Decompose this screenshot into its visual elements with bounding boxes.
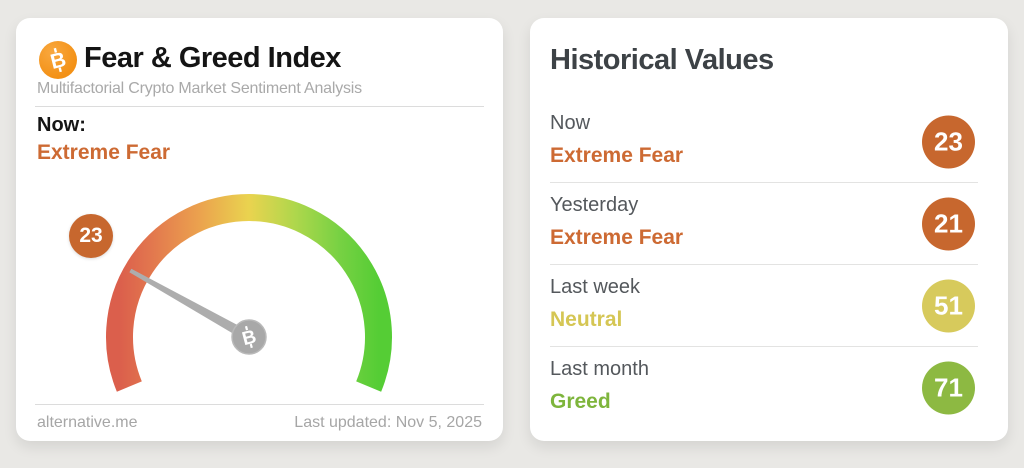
row-value-badge: 21 [922,197,975,250]
history-card: Historical Values Now Extreme Fear 23 Ye… [530,18,1008,441]
gauge-arc [106,194,392,392]
svg-text:B: B [48,48,68,74]
row-label: Yesterday [550,194,639,216]
history-row-last-week: Last week Neutral 51 [550,264,978,346]
gauge-needle-group [129,268,252,342]
gauge-needle [129,268,252,342]
history-row-now: Now Extreme Fear 23 [550,101,978,182]
gauge: B [106,194,392,392]
history-title: Historical Values [550,44,774,76]
gauge-value-badge: 23 [69,214,113,258]
source-link[interactable]: alternative.me [37,414,138,431]
footer-divider [35,404,484,405]
fear-greed-card: B Fear & Greed Index Multifactorial Cryp… [16,18,503,441]
row-label: Last week [550,276,641,298]
header-divider [35,106,484,107]
card-subtitle: Multifactorial Crypto Market Sentiment A… [37,80,362,97]
row-value-badge: 51 [922,279,975,332]
row-classification: Neutral [550,308,623,331]
last-updated: Last updated: Nov 5, 2025 [294,414,482,431]
row-value-badge: 71 [922,361,975,414]
svg-text:B: B [240,326,259,350]
history-row-yesterday: Yesterday Extreme Fear 21 [550,182,978,264]
row-label: Last month [550,358,649,380]
gauge-hub [231,319,267,355]
row-classification: Extreme Fear [550,226,684,249]
row-classification: Greed [550,390,611,413]
card-title: Fear & Greed Index [84,42,341,74]
card-footer: alternative.me Last updated: Nov 5, 2025 [37,414,482,432]
row-value-badge: 23 [922,115,975,168]
bitcoin-logo-icon: B [39,41,77,79]
now-classification: Extreme Fear [37,141,171,164]
row-classification: Extreme Fear [550,144,684,167]
bitcoin-hub-icon: B [240,325,259,350]
now-label: Now: [37,114,86,136]
row-label: Now [550,112,591,134]
bitcoin-logo-glyph: B [48,47,68,74]
history-row-last-month: Last month Greed 71 [550,346,978,428]
